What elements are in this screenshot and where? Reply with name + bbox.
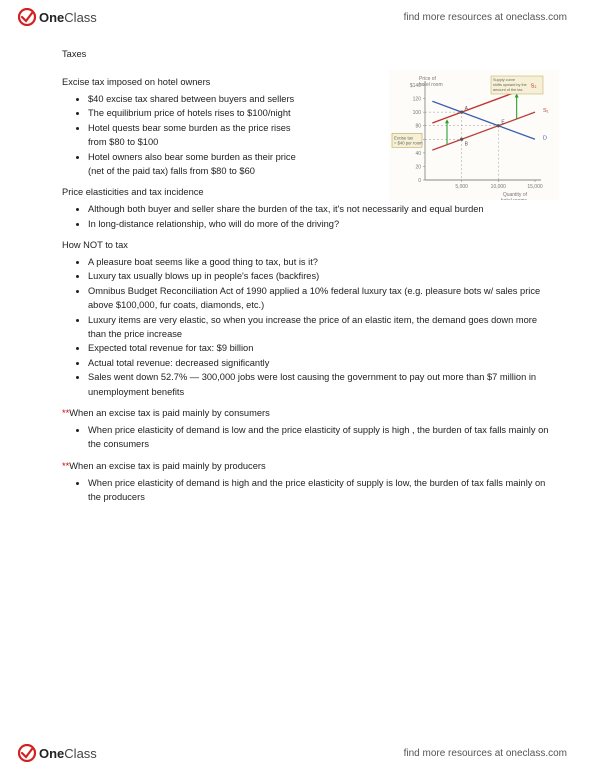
- list-item: Luxury items are very elastic, so when y…: [88, 313, 557, 342]
- list-item: Omnibus Budget Reconciliation Act of 199…: [88, 284, 557, 313]
- bullet-list: When price elasticity of demand is low a…: [62, 423, 557, 452]
- list-item: Actual total revenue: decreased signific…: [88, 356, 557, 370]
- page-title: Taxes: [62, 48, 557, 62]
- list-item: In long-distance relationship, who will …: [88, 217, 557, 231]
- logo-icon: [18, 744, 36, 762]
- bullet-list: Although both buyer and seller share the…: [62, 202, 557, 231]
- list-item: Although both buyer and seller share the…: [88, 202, 557, 216]
- section-heading: **When an excise tax is paid mainly by p…: [62, 460, 557, 474]
- list-item: Hotel owners also bear some burden as th…: [88, 150, 312, 179]
- list-item: $40 excise tax shared between buyers and…: [88, 92, 312, 106]
- logo[interactable]: OneClass: [18, 8, 97, 26]
- list-item: Hotel quests bear some burden as the pri…: [88, 121, 312, 150]
- list-item: Luxury tax usually blows up in people's …: [88, 269, 557, 283]
- logo-text: OneClass: [39, 10, 97, 25]
- page-content: Taxes Excise tax imposed on hotel owners…: [62, 48, 557, 511]
- bullet-list: $40 excise tax shared between buyers and…: [62, 92, 312, 178]
- logo-text: OneClass: [39, 746, 97, 761]
- list-item: When price elasticity of demand is low a…: [88, 423, 557, 452]
- list-item: When price elasticity of demand is high …: [88, 476, 557, 505]
- section-heading: Excise tax imposed on hotel owners: [62, 76, 557, 90]
- bullet-list: When price elasticity of demand is high …: [62, 476, 557, 505]
- logo-icon: [18, 8, 36, 26]
- bullet-list: A pleasure boat seems like a good thing …: [62, 255, 557, 399]
- section-heading: How NOT to tax: [62, 239, 557, 253]
- list-item: A pleasure boat seems like a good thing …: [88, 255, 557, 269]
- footer-logo[interactable]: OneClass: [18, 744, 97, 762]
- list-item: Sales went down 52.7% — 300,000 jobs wer…: [88, 370, 557, 399]
- section-heading: Price elasticities and tax incidence: [62, 186, 557, 200]
- header-tagline[interactable]: find more resources at oneclass.com: [404, 12, 567, 23]
- footer: OneClass find more resources at oneclass…: [0, 736, 595, 770]
- list-item: The equilibrium price of hotels rises to…: [88, 106, 312, 120]
- section-heading: **When an excise tax is paid mainly by c…: [62, 407, 557, 421]
- emphasis-marker: **: [62, 461, 69, 471]
- footer-tagline[interactable]: find more resources at oneclass.com: [404, 748, 567, 759]
- list-item: Expected total revenue for tax: $9 billi…: [88, 341, 557, 355]
- emphasis-marker: **: [62, 408, 69, 418]
- header: OneClass find more resources at oneclass…: [0, 0, 595, 34]
